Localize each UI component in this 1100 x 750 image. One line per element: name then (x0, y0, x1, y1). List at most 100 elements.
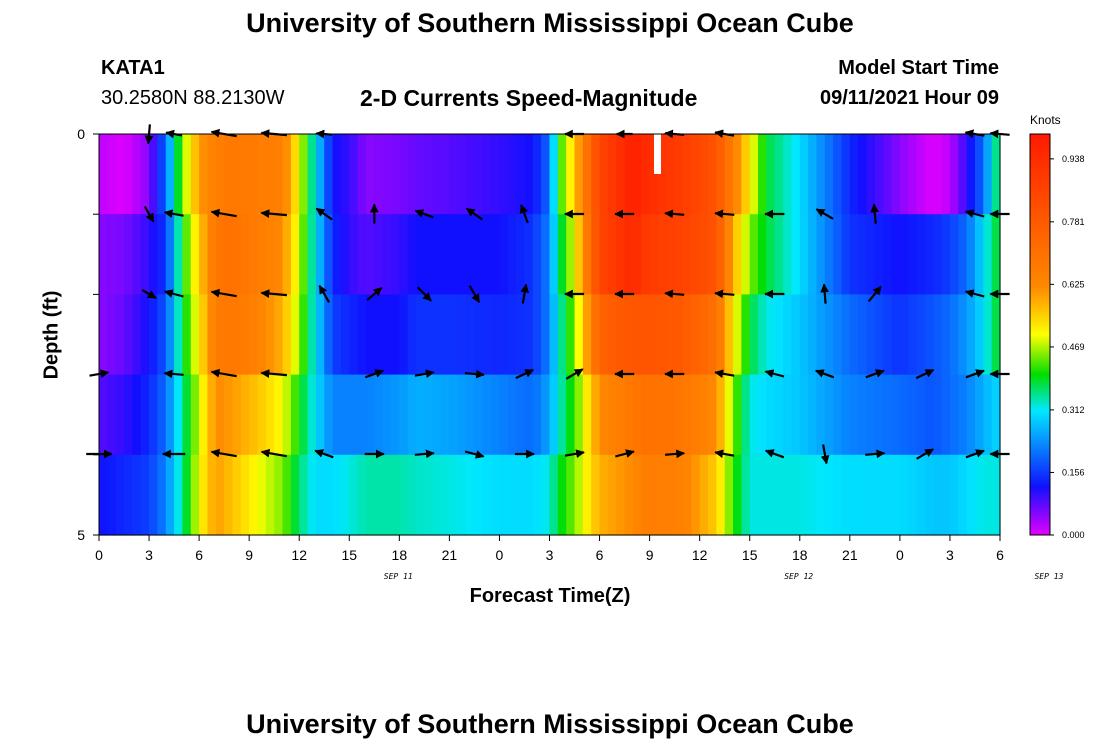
heatmap-cell (941, 134, 951, 215)
current-vector-arrow (964, 289, 985, 298)
heatmap-cell (307, 134, 317, 215)
heatmap-cell (390, 134, 400, 215)
heatmap-cell (299, 374, 309, 456)
heatmap-cell (115, 374, 125, 456)
heatmap-cell (165, 214, 175, 295)
heatmap-cell (307, 454, 317, 536)
heatmap-cell (282, 294, 292, 376)
heatmap-cell (324, 134, 334, 215)
heatmap-cell (132, 374, 142, 456)
heatmap-cell (841, 374, 851, 456)
heatmap-cell (741, 374, 751, 456)
heatmap-cell (424, 214, 434, 295)
heatmap-cell (557, 134, 567, 215)
x-axis: 0 3 6 9 12 15 18 21 0 3 6 9 12 15 18 21 0 3 6 SEP 11 SEP 12 S… (95, 535, 1064, 581)
heatmap-cell (891, 374, 901, 456)
heatmap-cell (140, 214, 150, 295)
heatmap-cell (482, 374, 492, 456)
heatmap-cell (399, 374, 409, 456)
heatmap-cell (466, 214, 476, 295)
heatmap-cell (774, 214, 784, 295)
heatmap-cell (449, 134, 459, 215)
heatmap-cell (916, 454, 926, 536)
heatmap-cell (474, 134, 484, 215)
heatmap-cell (224, 374, 234, 456)
heatmap-cell (849, 454, 859, 536)
heatmap-cell (249, 454, 259, 536)
heatmap-cell (499, 454, 509, 536)
heatmap-cell (441, 374, 450, 456)
heatmap-cell (249, 134, 259, 215)
heatmap-cell (115, 214, 125, 295)
heatmap-cell (783, 454, 793, 536)
current-vector-arrow (143, 205, 155, 223)
heatmap-cell (199, 454, 209, 536)
heatmap-cell (290, 134, 300, 215)
heatmap-cell (307, 294, 317, 376)
heatmap-cell (407, 134, 417, 215)
heatmap-cell (974, 134, 984, 215)
heatmap-cell (299, 454, 309, 536)
heatmap-cell (340, 374, 350, 456)
x-tick-label: 18 (392, 547, 408, 563)
heatmap-cell (149, 374, 158, 456)
heatmap-cell (874, 454, 884, 536)
heatmap-cell (616, 454, 626, 536)
current-vector-arrow (867, 285, 882, 303)
heatmap-cell (365, 454, 375, 536)
heatmap-cell (507, 294, 517, 376)
heatmap-cell (632, 374, 642, 456)
heatmap-cell (174, 374, 184, 456)
heatmap-cell (232, 374, 242, 456)
model-start-value: 09/11/2021 Hour 09 (819, 87, 999, 109)
heatmap-cell (290, 454, 300, 536)
heatmap-cell (566, 374, 576, 456)
x-tick-label: 18 (792, 547, 808, 563)
x-tick-label: 3 (546, 547, 554, 563)
heatmap-cell (257, 294, 267, 376)
heatmap-cell (858, 374, 868, 456)
current-vector-arrow (665, 449, 686, 459)
heatmap-cell (365, 374, 375, 456)
heatmap-cell (457, 214, 467, 295)
heatmap-cell (315, 294, 325, 376)
heatmap-cell (841, 134, 851, 215)
heatmap-cell (958, 134, 968, 215)
heatmap-cell (182, 374, 192, 456)
y-tick-label: 5 (77, 527, 85, 543)
heatmap-cell (491, 294, 501, 376)
heatmap-cell (758, 454, 767, 536)
heatmap-cell (616, 294, 626, 376)
heatmap-cell (649, 214, 659, 295)
heatmap-cell (332, 454, 342, 536)
x-tick-label: 0 (95, 547, 103, 563)
heatmap-cell (424, 294, 434, 376)
heatmap-cell (849, 134, 859, 215)
heatmap-cell (758, 374, 767, 456)
current-vector-arrow (565, 368, 584, 380)
current-vector-arrow (764, 369, 785, 378)
heatmap-cell (799, 454, 809, 536)
x-tick-label: 9 (646, 547, 654, 563)
heatmap-cell (357, 374, 367, 456)
heatmap-cell (516, 454, 526, 536)
heatmap-cell (257, 374, 267, 456)
current-vector-arrow (820, 283, 830, 304)
current-vector-arrow (915, 368, 935, 380)
heatmap-cell (532, 294, 542, 376)
heatmap-cell (407, 214, 417, 295)
heatmap-cell (733, 214, 742, 295)
heatmap-cell (657, 294, 667, 376)
heatmap-cell (240, 294, 250, 376)
heatmap-cell (165, 454, 175, 536)
current-vector-arrow (515, 368, 534, 380)
x-tick-label: 21 (842, 547, 858, 563)
heatmap-cell (632, 294, 642, 376)
heatmap-cell (632, 454, 642, 536)
heatmap-cell (899, 294, 909, 376)
heatmap-cell (641, 214, 651, 295)
current-vector-arrow (714, 449, 735, 459)
heatmap-cell (624, 454, 634, 536)
heatmap-cell (165, 374, 175, 456)
